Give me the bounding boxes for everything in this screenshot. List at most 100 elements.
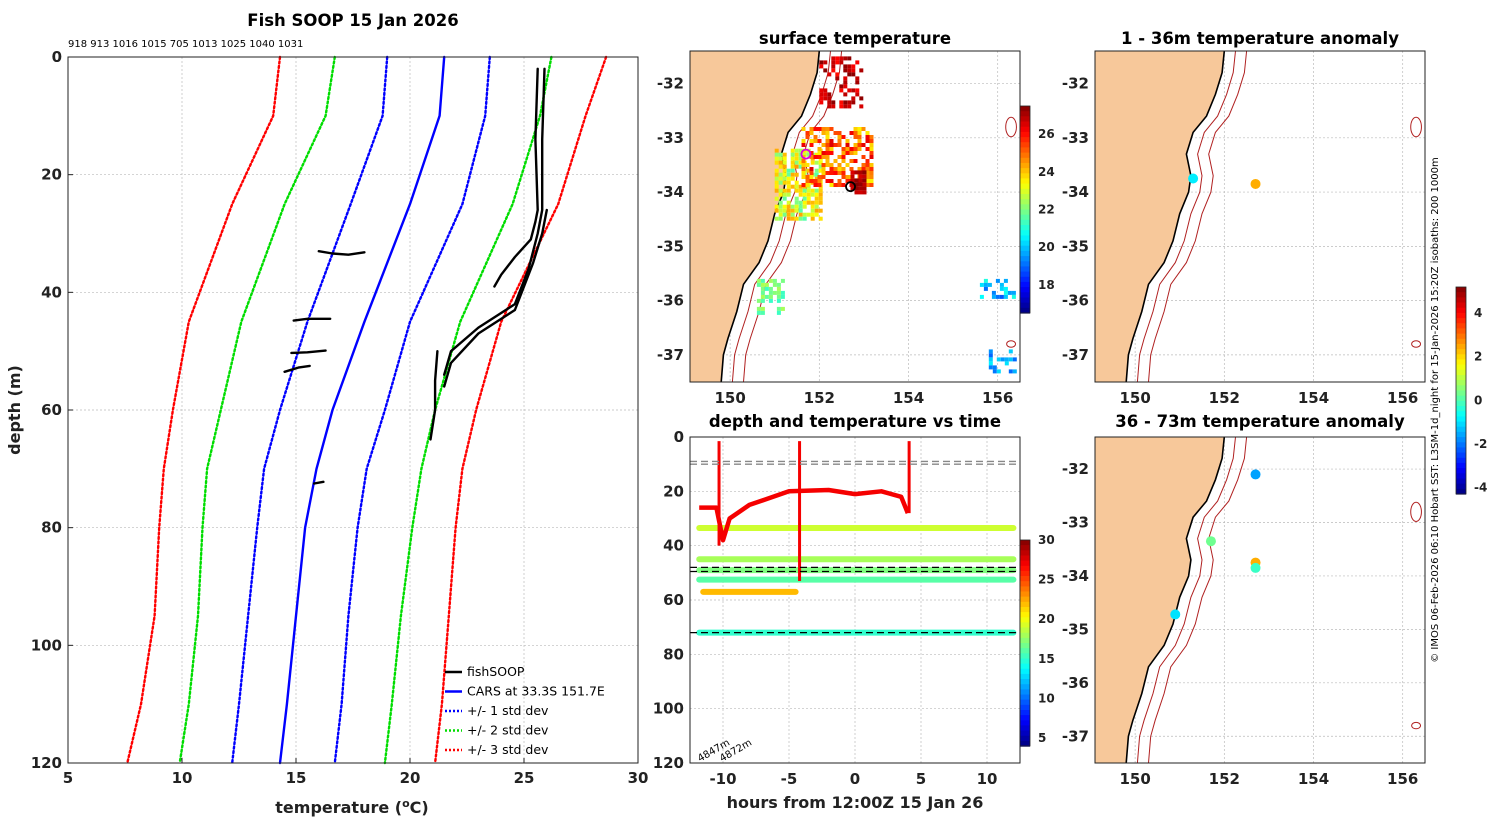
surface-pixel	[991, 290, 996, 295]
surface-pixel	[782, 156, 787, 161]
timeseries-colorbar-segment	[1020, 637, 1030, 644]
anomaly-colorbar-segment	[1456, 375, 1466, 381]
surface-pixel	[825, 163, 830, 167]
surface-xtick-label: 154	[893, 389, 924, 407]
surface-pixel	[843, 64, 848, 69]
anomaly-colorbar-segment	[1456, 338, 1466, 345]
anomaly-shallow-xtick-label: 150	[1119, 389, 1150, 407]
surface-pixel	[845, 151, 850, 155]
timeseries-colorbar-label: 25	[1038, 573, 1055, 587]
surface-pixel	[843, 56, 848, 61]
timeseries-colorbar-label: 5	[1038, 731, 1046, 745]
surface-pixel	[774, 188, 779, 193]
surface-pixel	[774, 152, 779, 157]
profile-title: Fish SOOP 15 Jan 2026	[247, 11, 458, 30]
profile-series--2-std	[178, 55, 336, 765]
surface-colorbar-segment	[1020, 178, 1030, 185]
anomaly-shallow-ytick-label: -32	[1062, 75, 1089, 93]
surface-pixel	[809, 171, 814, 175]
timeseries-colorbar-segment	[1020, 679, 1030, 685]
surface-pixel	[760, 306, 765, 311]
surface-pixel	[813, 179, 818, 183]
surface-pixel	[865, 131, 870, 135]
profile-ytick-label: 100	[31, 636, 62, 654]
surface-colorbar-segment	[1020, 157, 1030, 164]
profile-xtick-label: 20	[400, 769, 421, 787]
surface-pixel	[1007, 290, 1012, 295]
surface-pixel	[801, 127, 806, 131]
surface-pixel	[821, 155, 826, 159]
timeseries-colorbar-segment	[1020, 540, 1030, 546]
surface-pixel	[814, 176, 819, 181]
timeseries-colorbar-segment	[1020, 612, 1030, 618]
surface-pixel	[861, 163, 866, 167]
timeseries-colorbar-label: 15	[1038, 652, 1055, 666]
surface-ticks: 150 152 154 156 -32 -33 -34 -35 -36 -37	[657, 75, 1013, 407]
anomaly-colorbar-segment	[1456, 483, 1466, 490]
surface-pixel	[853, 131, 858, 135]
surface-pixel	[857, 147, 862, 151]
surface-colorbar-segment	[1020, 116, 1030, 123]
surface-ytick-label: -34	[657, 183, 684, 201]
surface-pixel	[798, 148, 803, 153]
surface-panel: surface temperature 150 152 154 156 -32 -33 -3…	[657, 29, 1055, 407]
surface-pixel	[802, 188, 807, 193]
anomaly-deep-point	[1250, 469, 1261, 480]
anomaly-colorbar-segment	[1456, 416, 1466, 423]
surface-pixel	[841, 151, 846, 155]
surface-pixel	[814, 168, 819, 173]
surface-pixel	[865, 179, 870, 183]
surface-pixel	[991, 294, 996, 299]
anomaly-shallow-ytick-label: -36	[1062, 292, 1089, 310]
surface-pixel	[988, 365, 993, 370]
surface-pixel	[862, 186, 867, 191]
timeseries-colorbar-segment	[1020, 607, 1030, 613]
surface-colorbar-label: 18	[1038, 278, 1055, 292]
surface-pixel	[806, 212, 811, 217]
anomaly-colorbar-segment	[1456, 385, 1466, 392]
surface-pixel	[821, 151, 826, 155]
surface-pixel	[798, 188, 803, 193]
surface-pixel	[794, 204, 799, 209]
timeseries-xlabel: hours from 12:00Z 15 Jan 26	[727, 793, 984, 812]
surface-pixel	[850, 170, 855, 175]
surface-pixel	[817, 127, 822, 131]
surface-pixel	[1003, 278, 1008, 283]
surface-pixel	[841, 147, 846, 151]
anomaly-shallow-ytick-label: -35	[1062, 237, 1089, 255]
anomaly-colorbar-frame	[1455, 286, 1467, 495]
anomaly-colorbar-segment	[1456, 488, 1466, 495]
surface-pixel	[798, 192, 803, 197]
surface-colorbar-segment	[1020, 204, 1030, 211]
surface-pixel	[1011, 290, 1016, 295]
anomaly-colorbar-segment	[1456, 390, 1466, 397]
timeseries-colorbar: 5 10 15 20 25 30	[1019, 533, 1055, 747]
surface-pixel	[810, 192, 815, 197]
surface-pixel	[814, 188, 819, 193]
profile-xtick-label: 5	[63, 769, 73, 787]
surface-pixel	[829, 179, 834, 183]
surface-pixel	[851, 64, 856, 69]
timeseries-colorbar-segment	[1020, 601, 1030, 608]
timeseries-colorbar-segment	[1020, 586, 1030, 593]
surface-pixel	[819, 96, 824, 101]
surface-pixel	[854, 182, 859, 187]
surface-pixel	[809, 167, 814, 171]
surface-colorbar-segment	[1020, 137, 1030, 143]
surface-pixel	[818, 164, 823, 169]
surface-pixel	[806, 188, 811, 193]
surface-pixel	[768, 278, 773, 283]
surface-pixel	[809, 143, 814, 147]
surface-pixel	[1003, 290, 1008, 295]
surface-pixel	[841, 171, 846, 175]
surface-pixel	[833, 143, 838, 147]
surface-pixel	[839, 104, 844, 109]
anomaly-shallow-map	[1094, 50, 1426, 383]
surface-marker	[800, 148, 812, 160]
profile-ytick-label: 0	[52, 48, 62, 66]
profile-ytick-label: 80	[41, 519, 62, 537]
surface-pixel	[819, 100, 824, 105]
profile-series-fishsoop-g	[290, 349, 327, 355]
timeseries-xtick-label: -5	[781, 770, 798, 788]
surface-pixel	[786, 192, 791, 197]
